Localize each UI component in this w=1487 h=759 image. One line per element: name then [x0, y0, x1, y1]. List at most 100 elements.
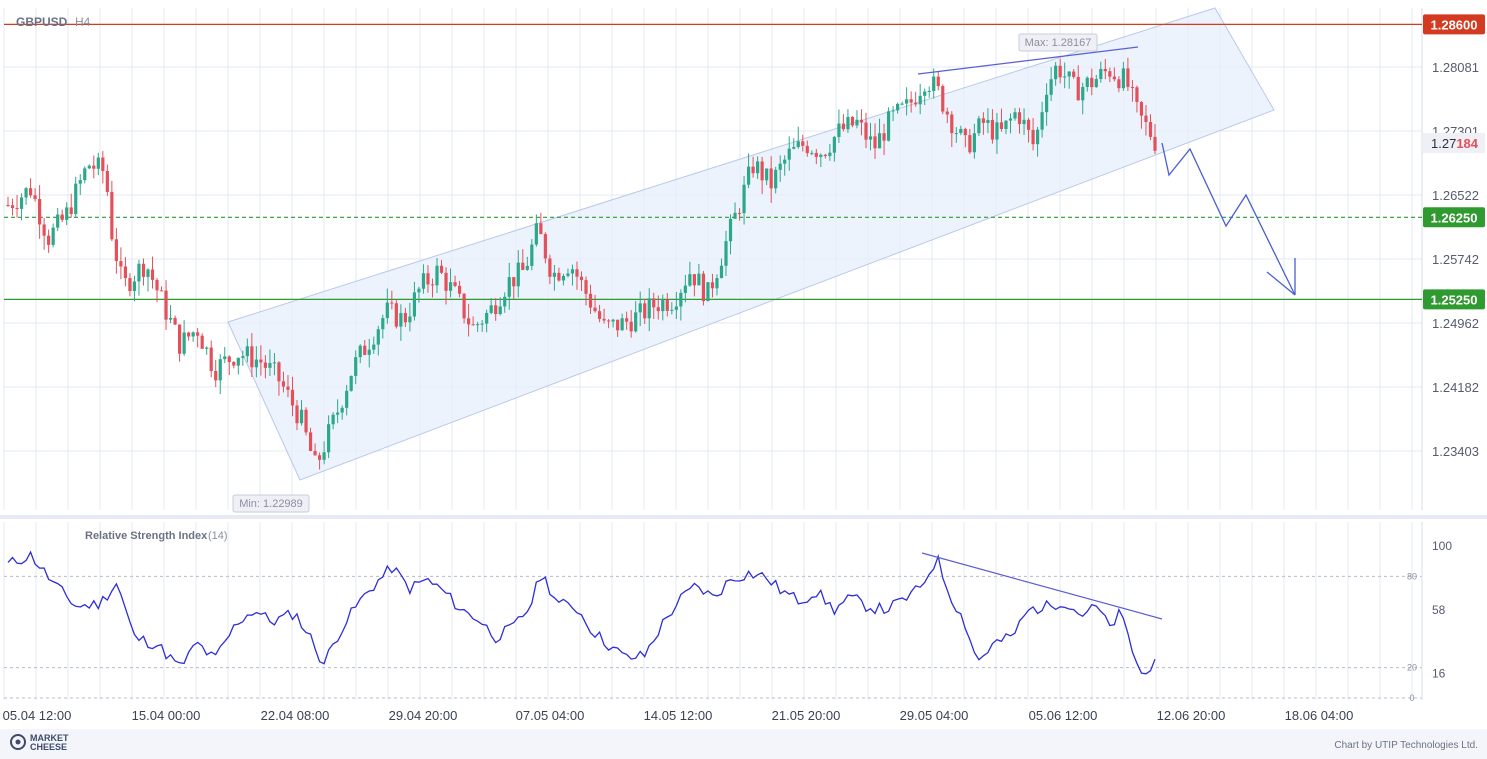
candle-body: [521, 262, 525, 270]
candle-body: [69, 207, 73, 214]
current-price: 1.27184: [1431, 136, 1479, 151]
candle-body: [765, 168, 769, 181]
candle-body: [877, 133, 882, 149]
projection-path: [1161, 142, 1296, 296]
candle-body: [421, 273, 426, 289]
candle-body: [801, 141, 805, 146]
candle-body: [652, 298, 656, 308]
level-tag: [1423, 14, 1485, 35]
price-tick: 1.23403: [1432, 444, 1479, 459]
candle-body: [864, 122, 868, 140]
candle-body: [1139, 101, 1144, 116]
candle-body: [471, 324, 475, 326]
time-tick: 05.06 12:00: [1029, 708, 1098, 723]
candle-body: [164, 290, 168, 320]
rsi-level-label: 80: [1407, 571, 1417, 581]
price-tick: 1.24962: [1432, 316, 1479, 331]
candle-body: [710, 282, 715, 289]
candle-body: [525, 265, 529, 270]
candle-body: [873, 136, 877, 149]
panel-separator[interactable]: [0, 515, 1487, 519]
candle-body: [1049, 79, 1053, 95]
candle-body: [819, 154, 823, 157]
candle-body: [1085, 77, 1089, 87]
rsi-levels: 80 20 0: [4, 522, 1423, 703]
rsi-line: [7, 550, 1156, 675]
max-label: Max: 1.28167: [1025, 37, 1092, 49]
rsi-period: (14): [208, 530, 228, 542]
candle-body: [625, 318, 629, 322]
candle-body: [56, 214, 60, 228]
candle-body: [959, 128, 963, 134]
candle-body: [828, 152, 832, 157]
candle-body: [728, 218, 733, 242]
candle-body: [778, 163, 782, 170]
candle-body: [638, 303, 642, 313]
candle-body: [227, 356, 231, 363]
candle-body: [679, 292, 683, 307]
candle-body: [999, 122, 1004, 129]
candle-body: [295, 405, 299, 424]
candle-body: [954, 133, 958, 135]
candle-body: [196, 332, 200, 336]
level-tag: [1423, 207, 1485, 228]
candle-body: [173, 317, 177, 325]
candle-body: [250, 346, 254, 368]
candle-body: [751, 166, 755, 174]
current-price-main: 1.27: [1431, 136, 1456, 151]
candle-body: [692, 274, 696, 286]
candle-body: [774, 169, 778, 189]
candle-body: [114, 239, 118, 262]
candle-body: [1040, 112, 1044, 130]
candle-body: [841, 123, 846, 130]
candle-body: [358, 345, 362, 358]
candle-body: [218, 359, 222, 381]
candle-body: [1026, 119, 1031, 130]
candle-body: [33, 195, 37, 199]
candle-body: [823, 154, 827, 157]
candle-body: [110, 191, 114, 240]
candle-body: [105, 170, 109, 192]
candle-body: [539, 223, 543, 235]
current-price-tag: 1.27184: [1423, 133, 1485, 153]
candle-body: [349, 375, 353, 391]
candle-body: [620, 318, 624, 331]
candle-body: [390, 302, 394, 304]
candle-body: [155, 279, 159, 291]
candle-body: [846, 117, 850, 130]
candle-body: [1013, 112, 1017, 119]
candle-body: [394, 303, 398, 327]
candle-body: [552, 272, 557, 277]
candle-body: [327, 424, 331, 453]
time-tick: 18.06 04:00: [1285, 708, 1354, 723]
candle-body: [150, 269, 155, 280]
candle-body: [701, 273, 706, 302]
time-tick: 07.05 04:00: [516, 708, 585, 723]
candle-body: [629, 321, 633, 332]
candle-body: [10, 205, 15, 209]
candle-body: [1099, 68, 1103, 80]
price-tick: 1.26522: [1432, 188, 1479, 203]
candle-body: [516, 262, 520, 287]
candle-body: [661, 299, 665, 312]
price-tick: 1.24182: [1432, 380, 1479, 395]
candle-body: [742, 184, 746, 214]
candle-body: [1067, 71, 1071, 77]
candle-body: [634, 312, 638, 332]
candle-body: [223, 356, 227, 360]
price-divergence-line: [917, 46, 1139, 75]
rsi-tick: 100: [1432, 539, 1452, 553]
candle-body: [697, 273, 701, 286]
candle-body: [78, 180, 82, 184]
candle-body: [286, 386, 290, 390]
candle-body: [340, 407, 344, 413]
min-callout: Min: 1.22989: [232, 494, 310, 513]
candle-body: [859, 119, 864, 123]
candle-body: [512, 277, 516, 287]
candle-body: [435, 265, 439, 286]
candle-body: [1103, 68, 1107, 72]
rsi-axis: 100 58 16: [1432, 539, 1452, 681]
candle-body: [787, 148, 791, 160]
candle-body: [715, 278, 719, 289]
candle-body: [462, 293, 466, 319]
